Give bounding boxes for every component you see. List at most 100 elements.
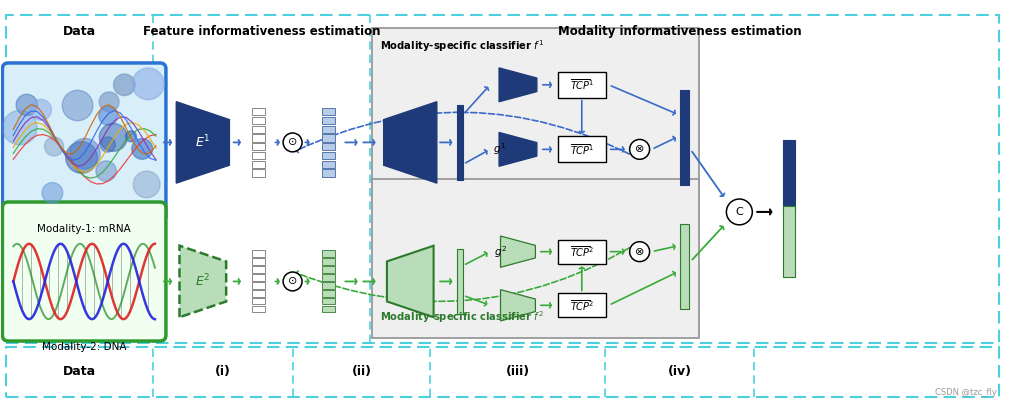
Bar <box>322 108 335 116</box>
Bar <box>252 117 265 124</box>
Bar <box>322 259 335 265</box>
Circle shape <box>99 92 119 112</box>
Bar <box>372 28 699 202</box>
Polygon shape <box>499 68 537 102</box>
Text: ⊗: ⊗ <box>635 247 645 257</box>
Text: Feature informativeness estimation: Feature informativeness estimation <box>143 25 380 38</box>
Bar <box>372 179 699 338</box>
Polygon shape <box>177 102 229 183</box>
Bar <box>322 250 335 257</box>
Bar <box>252 250 265 257</box>
Circle shape <box>630 242 650 261</box>
Text: Modality-1: mRNA: Modality-1: mRNA <box>37 224 131 234</box>
Bar <box>252 126 265 133</box>
Text: (i): (i) <box>215 365 231 378</box>
Bar <box>252 282 265 288</box>
Text: ⊗: ⊗ <box>635 144 645 154</box>
Circle shape <box>99 123 127 151</box>
Circle shape <box>16 94 37 116</box>
Bar <box>252 169 265 177</box>
Bar <box>783 206 795 278</box>
Text: Modality-specific classifier $f^2$: Modality-specific classifier $f^2$ <box>380 309 544 325</box>
Text: $\overline{TCP}^1$: $\overline{TCP}^1$ <box>570 78 594 92</box>
Circle shape <box>132 139 152 159</box>
Bar <box>558 137 605 162</box>
FancyBboxPatch shape <box>2 63 165 222</box>
Text: $E^1$: $E^1$ <box>195 134 211 151</box>
Circle shape <box>2 110 37 145</box>
Bar <box>322 117 335 124</box>
Bar <box>322 274 335 281</box>
Bar <box>322 169 335 177</box>
Polygon shape <box>386 246 434 317</box>
Bar <box>252 108 265 116</box>
Bar <box>322 143 335 150</box>
Text: $E^2$: $E^2$ <box>195 273 211 290</box>
Bar <box>457 249 463 314</box>
FancyBboxPatch shape <box>2 202 165 341</box>
Circle shape <box>726 199 753 225</box>
Circle shape <box>44 137 64 156</box>
Bar <box>679 90 689 185</box>
Circle shape <box>125 131 136 142</box>
Circle shape <box>114 74 135 96</box>
Bar <box>252 135 265 142</box>
Bar <box>783 141 795 212</box>
Bar <box>322 290 335 297</box>
Bar <box>322 126 335 133</box>
Circle shape <box>133 171 160 198</box>
Circle shape <box>630 139 650 159</box>
Circle shape <box>70 139 100 168</box>
Text: C: C <box>736 207 744 217</box>
Bar <box>679 224 689 309</box>
Text: $\overline{TCP}^2$: $\overline{TCP}^2$ <box>570 244 594 259</box>
Bar <box>558 240 605 263</box>
Text: (iv): (iv) <box>668 365 691 378</box>
Text: (ii): (ii) <box>351 365 371 378</box>
Circle shape <box>284 133 302 152</box>
Circle shape <box>99 106 118 125</box>
Bar <box>558 72 605 98</box>
Polygon shape <box>500 290 536 321</box>
Bar <box>322 266 335 273</box>
Circle shape <box>100 137 115 152</box>
Bar <box>322 161 335 168</box>
Bar <box>322 152 335 159</box>
Polygon shape <box>180 246 226 317</box>
Bar <box>322 298 335 305</box>
Bar <box>252 306 265 312</box>
Text: (iii): (iii) <box>506 365 530 378</box>
Circle shape <box>132 68 164 100</box>
Text: $\overline{TCP}^1$: $\overline{TCP}^1$ <box>570 142 594 157</box>
Bar <box>252 290 265 297</box>
Text: Data: Data <box>63 25 96 38</box>
Bar <box>252 161 265 168</box>
Polygon shape <box>500 236 536 267</box>
Polygon shape <box>383 102 437 183</box>
Bar <box>322 306 335 312</box>
Bar <box>252 266 265 273</box>
Bar <box>322 282 335 288</box>
Text: Data: Data <box>64 365 96 378</box>
Text: Modality informativeness estimation: Modality informativeness estimation <box>558 25 801 38</box>
Text: ⊙: ⊙ <box>288 137 298 147</box>
Text: $g^2$: $g^2$ <box>493 244 507 259</box>
Circle shape <box>30 99 51 120</box>
Text: Modality-specific classifier $f^1$: Modality-specific classifier $f^1$ <box>380 38 544 54</box>
Bar <box>252 143 265 150</box>
Text: $g^1$: $g^1$ <box>493 141 507 157</box>
Circle shape <box>96 161 116 181</box>
Circle shape <box>63 90 93 121</box>
Bar <box>252 259 265 265</box>
Polygon shape <box>499 133 537 166</box>
Text: ⊙: ⊙ <box>288 276 298 286</box>
Bar <box>457 105 463 180</box>
Circle shape <box>42 183 63 203</box>
Text: CSDN @tzc_fly: CSDN @tzc_fly <box>934 388 997 397</box>
Bar <box>322 135 335 142</box>
Text: Modality-2: DNA: Modality-2: DNA <box>42 342 126 352</box>
Bar <box>252 298 265 305</box>
Text: $\overline{TCP}^2$: $\overline{TCP}^2$ <box>570 298 594 313</box>
Bar <box>252 152 265 159</box>
Bar <box>252 274 265 281</box>
